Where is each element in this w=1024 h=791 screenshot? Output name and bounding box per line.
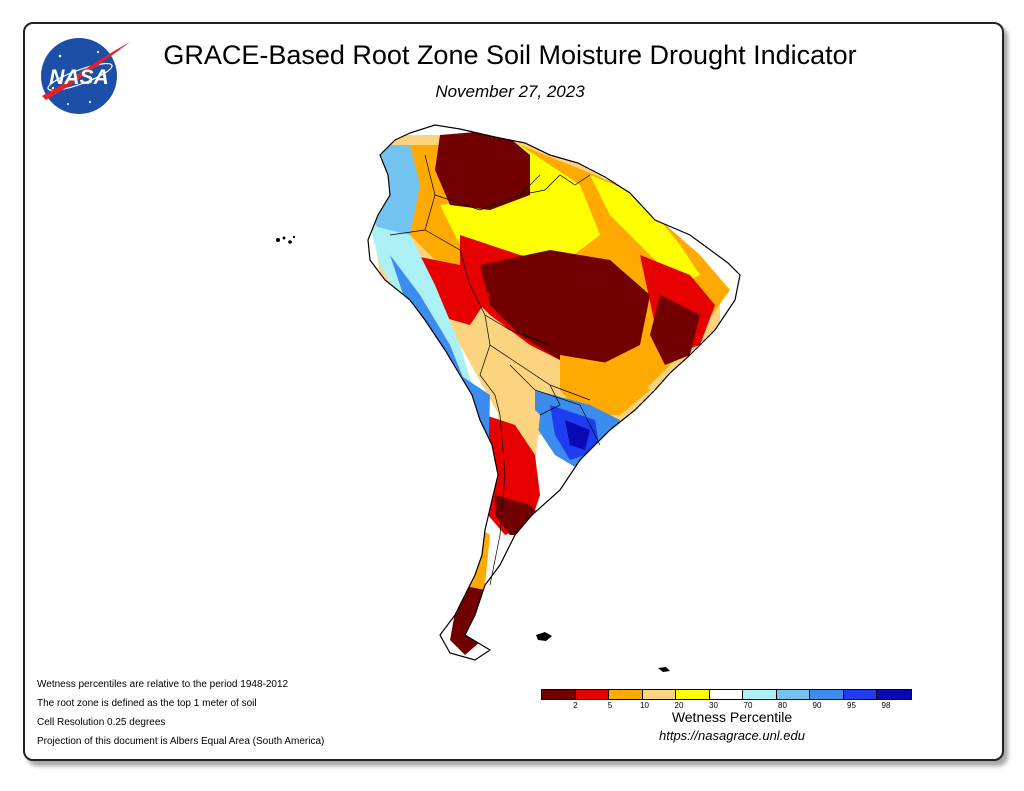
legend-colorbar [541, 689, 912, 700]
legend-swatch [810, 690, 844, 699]
exceptional-drought-patagonia [450, 585, 488, 655]
galapagos-islands [276, 235, 296, 244]
exceptional-drought-north [435, 130, 530, 210]
legend-swatch [609, 690, 643, 699]
south-georgia-island [658, 667, 670, 672]
legend-tick-label: 20 [674, 701, 684, 710]
legend-tick-label: 10 [640, 701, 649, 710]
logo-text: NASA [49, 66, 109, 89]
legend-tick-label: 80 [778, 701, 787, 710]
logo-swoosh [42, 42, 130, 100]
footnote-period: Wetness percentiles are relative to the … [37, 679, 289, 690]
footnote-resolution: Cell Resolution 0.25 degrees [37, 717, 166, 728]
legend-swatch [709, 690, 743, 699]
nasa-meatball-icon: NASA [41, 38, 130, 114]
legend-tick-label: 70 [743, 701, 753, 710]
continent-outline [367, 124, 741, 661]
legend-swatch [575, 690, 609, 699]
falkland-islands [536, 632, 552, 641]
source-url: https://nasagrace.unl.edu [659, 728, 805, 743]
legend-title: Wetness Percentile [671, 709, 793, 725]
legend-swatch [542, 690, 576, 699]
legend-swatch [776, 690, 810, 699]
legend-swatch [642, 690, 676, 699]
south-america-choropleth [276, 124, 741, 672]
map-date: November 27, 2023 [435, 82, 585, 101]
legend-tick-label: 90 [812, 701, 822, 710]
footnotes: Wetness percentiles are relative to the … [37, 675, 357, 751]
country-borders [389, 154, 601, 586]
exceptional-drought-amazon [480, 250, 650, 365]
legend-tick-label: 98 [881, 701, 891, 710]
legend-swatch [676, 690, 710, 699]
legend-swatch [843, 690, 877, 699]
legend-tick-label: 5 [607, 701, 613, 710]
map-title: GRACE-Based Root Zone Soil Moisture Drou… [163, 40, 857, 70]
legend-tick-label: 95 [847, 701, 856, 710]
footnote-projection: Projection of this document is Albers Eq… [37, 736, 325, 747]
south-america-map [260, 115, 770, 690]
footnote-root-zone: The root zone is defined as the top 1 me… [37, 698, 257, 709]
legend-swatch [877, 690, 911, 699]
legend-ticks: 2 5 10 20 30 70 80 90 95 98 [541, 701, 921, 713]
legend-tick-label: 2 [573, 701, 578, 710]
legend-swatch [743, 690, 777, 699]
nasa-logo: NASA [38, 34, 132, 118]
legend-tick-label: 30 [709, 701, 718, 710]
wetness-legend: 2 5 10 20 30 70 80 90 95 98 Wetness Percentile ht… [541, 689, 921, 749]
